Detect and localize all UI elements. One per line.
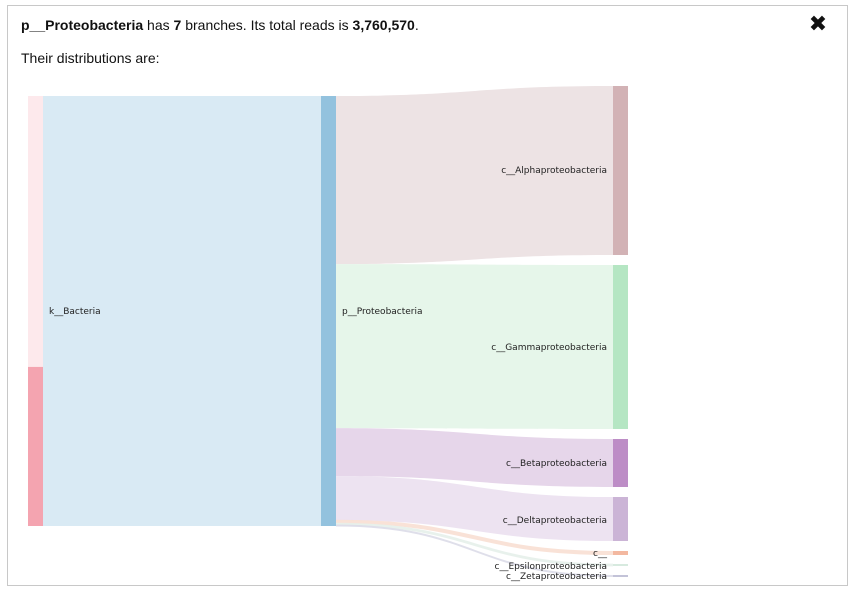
label-c-alphaproteobacteria: c__Alphaproteobacteria <box>501 166 607 176</box>
node-k-bacteria-highlight <box>28 366 43 526</box>
node-c-alphaproteobacteria <box>613 86 628 255</box>
node-c-betaproteobacteria <box>613 439 628 487</box>
link-c-zetaproteobacteria <box>335 524 614 577</box>
node-k-bacteria-rest <box>28 96 43 367</box>
link-c-deltaproteobacteria <box>336 476 613 541</box>
total-reads: 3,760,570 <box>352 17 415 33</box>
label-p-proteobacteria: p__Proteobacteria <box>342 307 423 317</box>
node-c-zetaproteobacteria <box>613 575 628 577</box>
node-c <box>613 551 628 555</box>
label-c-gammaproteobacteria: c__Gammaproteobacteria <box>491 343 607 353</box>
summary-text: p__Proteobacteria has 7 branches. Its to… <box>21 16 419 34</box>
summary-has: has <box>143 17 174 33</box>
subtitle: Their distributions are: <box>21 50 160 66</box>
taxon-name: p__Proteobacteria <box>21 17 144 33</box>
close-icon[interactable]: ✖ <box>808 11 828 36</box>
label-c: c__ <box>593 549 607 559</box>
branch-count: 7 <box>173 17 182 33</box>
link-c <box>335 519 614 555</box>
label-c-betaproteobacteria: c__Betaproteobacteria <box>506 459 607 469</box>
node-c-epsilonproteobacteria <box>613 564 628 566</box>
node-p-proteobacteria <box>321 96 336 526</box>
node-c-gammaproteobacteria <box>613 265 628 429</box>
label-c-deltaproteobacteria: c__Deltaproteobacteria <box>503 516 607 526</box>
node-c-deltaproteobacteria <box>613 497 628 541</box>
label-c-epsilonproteobacteria: c__Epsilonproteobacteria <box>495 562 608 572</box>
label-c-zetaproteobacteria: c__Zetaproteobacteria <box>506 572 607 582</box>
link-c-betaproteobacteria <box>336 428 613 487</box>
link-c-epsilonproteobacteria <box>335 522 614 567</box>
summary-branches: branches. Its total reads is <box>181 17 353 33</box>
link-c-gammaproteobacteria <box>336 264 613 429</box>
label-k-bacteria: k__Bacteria <box>49 307 101 317</box>
link-c-alphaproteobacteria <box>336 86 613 265</box>
summary-end: . <box>414 17 419 33</box>
link-k-bacteria-to-p-proteobacteria <box>43 96 321 526</box>
